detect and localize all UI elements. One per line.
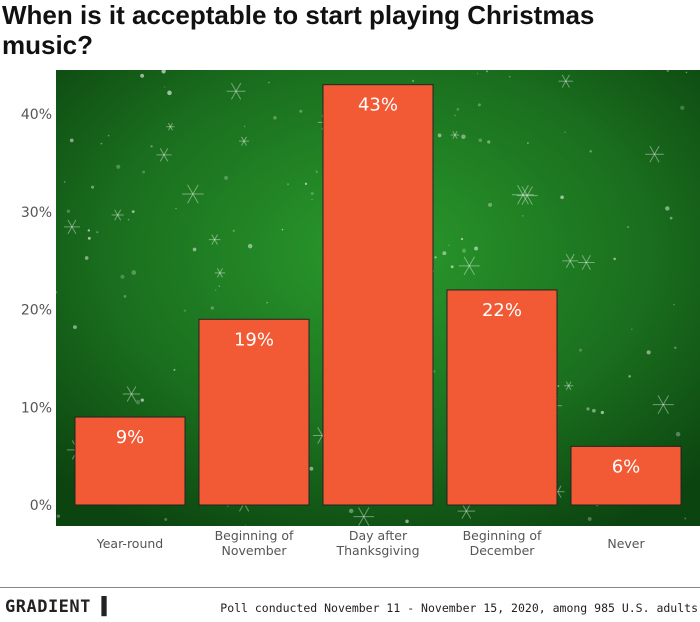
- footer-divider: [0, 587, 700, 588]
- data-label: 9%: [116, 427, 145, 448]
- bar-beginning-of-december: [446, 289, 558, 506]
- x-tick-label: Thanksgiving: [335, 543, 419, 558]
- poll-note: Poll conducted November 11 - November 15…: [220, 601, 698, 615]
- y-tick-label: 10%: [21, 400, 52, 416]
- x-tick-label: Beginning of: [215, 528, 294, 543]
- data-label: 43%: [358, 95, 398, 116]
- gradient-logo: GRADIENT ▌: [5, 597, 113, 617]
- data-label: 19%: [234, 329, 274, 350]
- x-tick-label: Year-round: [96, 536, 163, 551]
- x-tick-label: December: [470, 543, 536, 558]
- y-tick-label: 0%: [30, 498, 52, 514]
- bar-never: [570, 445, 682, 506]
- bar-beginning-of-november: [198, 318, 310, 506]
- data-label: 6%: [612, 456, 641, 477]
- x-tick-label: Beginning of: [463, 528, 542, 543]
- bar-chart: 0% 10% 20% 30% 40% 9% Year-round 19% Beginning o…: [21, 69, 700, 558]
- x-tick-label: Never: [607, 536, 645, 551]
- y-tick-label: 20%: [21, 303, 52, 319]
- chart-title: When is it acceptable to start playing C…: [2, 0, 595, 60]
- x-tick-label: November: [221, 543, 287, 558]
- bar-year-round: [74, 416, 186, 506]
- x-tick-label: Day after: [349, 528, 408, 543]
- bar-day-after-thanksgiving: [322, 84, 434, 506]
- y-tick-label: 30%: [21, 205, 52, 221]
- y-tick-label: 40%: [21, 107, 52, 123]
- data-label: 22%: [482, 300, 522, 321]
